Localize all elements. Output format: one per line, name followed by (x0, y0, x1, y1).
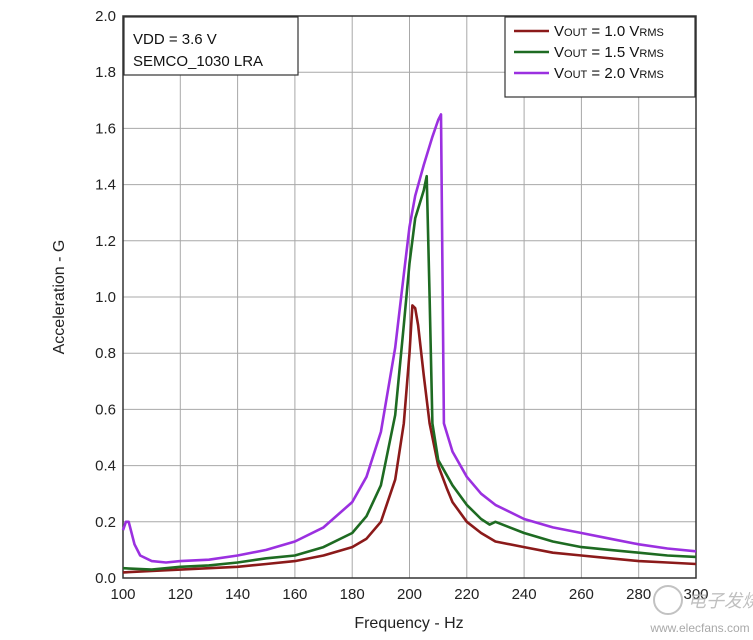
x-tick-label: 260 (569, 586, 594, 603)
grid (122, 15, 697, 579)
x-tick-labels: 100 120 140 160 180 200 220 240 260 280 300 (110, 586, 708, 603)
x-axis-title: Frequency - Hz (354, 615, 463, 632)
y-axis-title: Acceleration - G (51, 240, 68, 355)
y-tick-labels: 0.0 0.2 0.4 0.6 0.8 1.0 1.2 1.4 1.6 1.8 2.0 (95, 8, 116, 587)
series-line-1 (122, 304, 697, 574)
y-tick-label: 1.6 (95, 120, 116, 137)
legend-label-3: VOUT = 2.0 VRMS (554, 65, 664, 82)
series-layer (121, 113, 697, 574)
x-tick-label: 300 (683, 586, 708, 603)
annotation-vdd: VDD = 3.6 V (133, 31, 217, 48)
watermark-url: www.elecfans.com (649, 621, 749, 635)
watermark-logo-text: 电子发烧友 (688, 591, 753, 611)
watermark: 电子发烧友 www.elecfans.com (649, 585, 753, 635)
x-tick-label: 200 (397, 586, 422, 603)
legend-label-1: VOUT = 1.0 VRMS (554, 23, 664, 40)
y-tick-label: 2.0 (95, 8, 116, 25)
x-tick-label: 280 (626, 586, 651, 603)
annotation-box (123, 16, 299, 76)
y-tick-label: 1.0 (95, 289, 116, 306)
legend: VOUT = 1.0 VRMS VOUT = 1.5 VRMS VOUT = 2.0… (504, 16, 696, 98)
x-tick-label: 140 (225, 586, 250, 603)
x-tick-label: 220 (454, 586, 479, 603)
y-tick-label: 0.8 (95, 345, 116, 362)
condition-annotation: VDD = 3.6 V SEMCO_1030 LRA (123, 16, 299, 76)
y-tick-label: 1.2 (95, 233, 116, 250)
x-tick-label: 180 (340, 586, 365, 603)
series-line-2 (122, 174, 697, 571)
y-tick-label: 0.4 (95, 458, 116, 475)
y-tick-label: 1.4 (95, 177, 116, 194)
watermark-logo-icon (653, 585, 683, 615)
x-tick-label: 240 (512, 586, 537, 603)
y-tick-label: 0.0 (95, 570, 116, 587)
y-tick-label: 0.2 (95, 514, 116, 531)
x-tick-label: 160 (282, 586, 307, 603)
plot-frame (122, 15, 697, 579)
y-tick-label: 1.8 (95, 64, 116, 81)
series-line-3 (121, 113, 697, 564)
y-tick-label: 0.6 (95, 401, 116, 418)
x-tick-label: 120 (168, 586, 193, 603)
x-tick-label: 100 (110, 586, 135, 603)
annotation-device: SEMCO_1030 LRA (133, 53, 263, 70)
legend-label-2: VOUT = 1.5 VRMS (554, 44, 664, 61)
